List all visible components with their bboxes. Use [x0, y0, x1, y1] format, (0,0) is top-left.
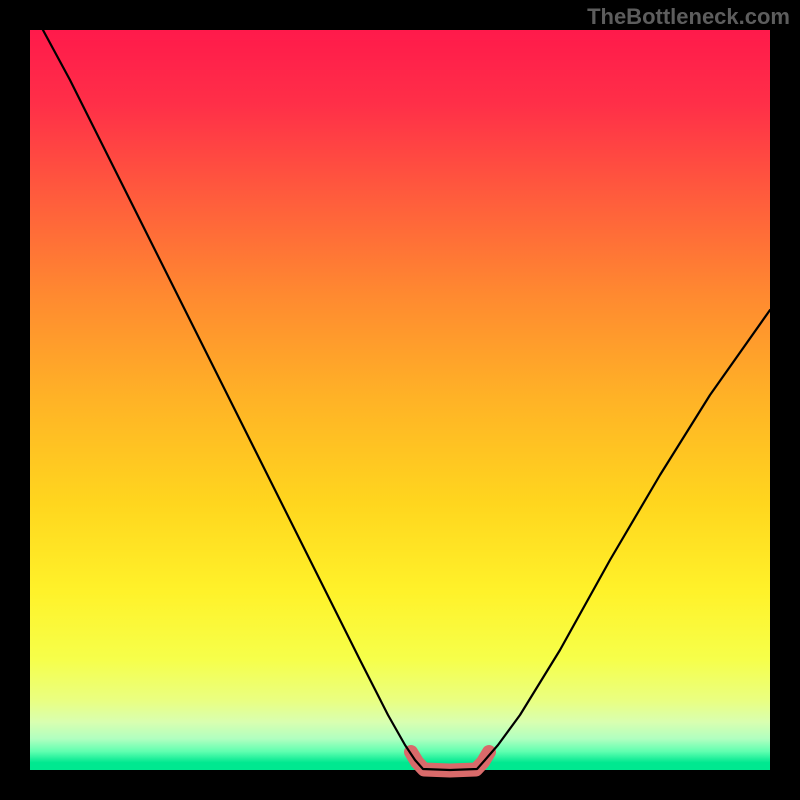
attribution-text: TheBottleneck.com [587, 4, 790, 30]
bottleneck-chart [0, 0, 800, 800]
chart-frame: TheBottleneck.com [0, 0, 800, 800]
gradient-background [30, 30, 770, 770]
